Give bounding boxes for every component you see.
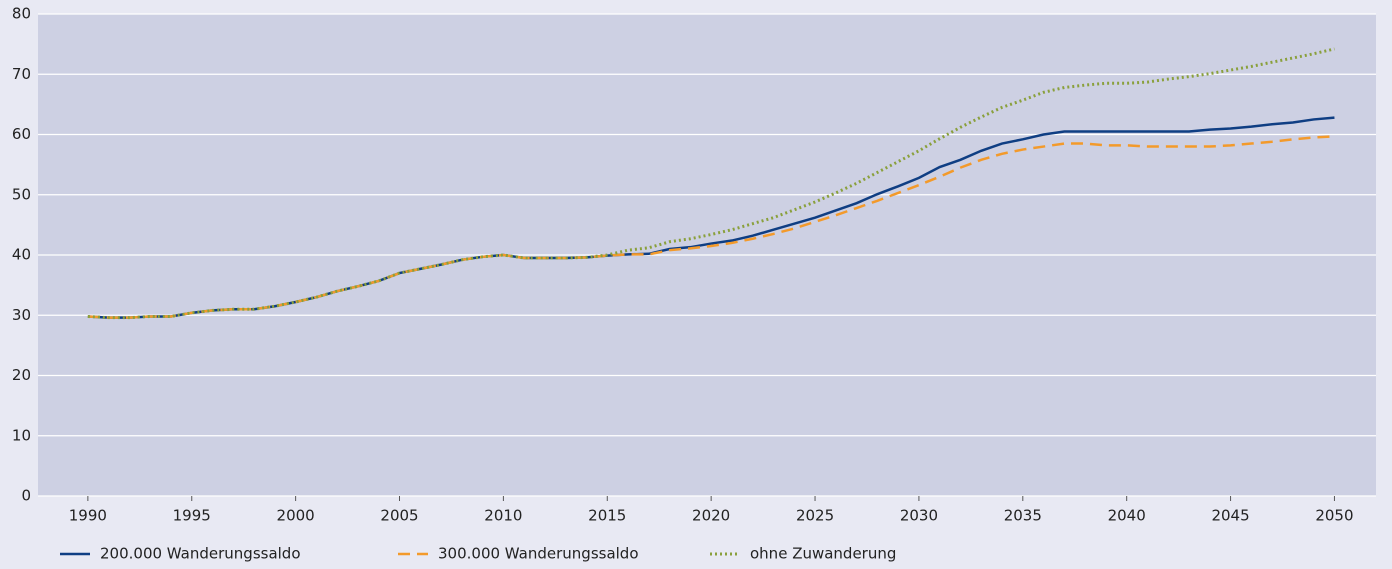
legend-label: ohne Zuwanderung [750,545,896,563]
y-tick-label: 60 [12,125,31,143]
x-tick-label: 2045 [1211,507,1249,525]
y-tick-label: 20 [12,366,31,384]
x-tick-label: 2005 [380,507,418,525]
x-tick-label: 1995 [173,507,211,525]
y-tick-label: 80 [12,5,31,23]
x-tick-label: 2050 [1315,507,1353,525]
x-tick-label: 2015 [588,507,626,525]
y-tick-label: 40 [12,246,31,264]
x-tick-label: 2025 [796,507,834,525]
y-tick-label: 70 [12,65,31,83]
x-tick-label: 2030 [900,507,938,525]
x-tick-label: 2010 [484,507,522,525]
y-tick-label: 0 [21,487,31,505]
x-tick-label: 1990 [69,507,107,525]
y-tick-label: 50 [12,185,31,203]
legend-label: 200.000 Wanderungssaldo [100,545,301,563]
x-tick-label: 2035 [1004,507,1042,525]
x-tick-label: 2040 [1108,507,1146,525]
series-line [87,135,1335,319]
y-tick-label: 30 [12,306,31,324]
x-tick-label: 2020 [692,507,730,525]
x-tick-label: 2000 [277,507,315,525]
y-tick-label: 10 [12,426,31,444]
legend-label: 300.000 Wanderungssaldo [438,545,639,563]
series-line [87,116,1335,319]
